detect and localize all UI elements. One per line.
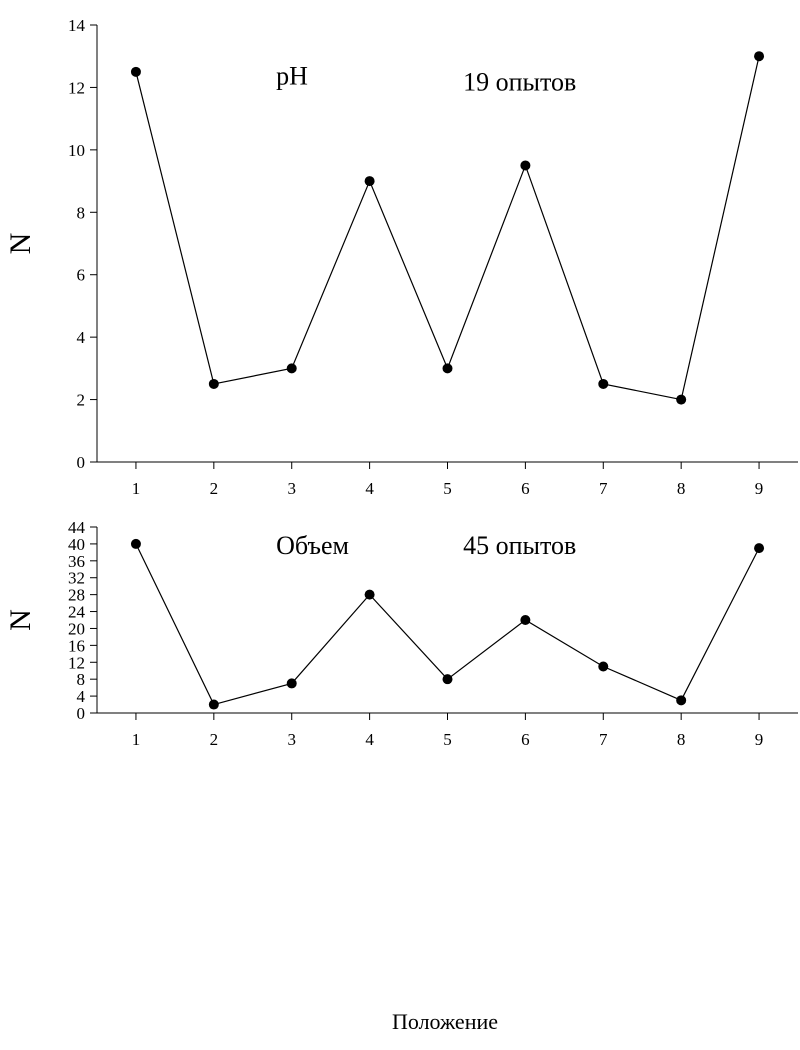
x-tick-label: 1 — [132, 730, 141, 749]
annotation: 45 опытов — [463, 531, 576, 560]
x-tick-label: 9 — [755, 479, 764, 498]
data-point — [286, 678, 297, 689]
x-tick-label: 3 — [287, 479, 296, 498]
x-tick-label: 4 — [365, 730, 374, 749]
annotation: Объем — [276, 531, 349, 560]
data-point — [520, 615, 531, 625]
x-tick-label: 8 — [677, 479, 686, 498]
y-tick-label: 36 — [68, 552, 85, 571]
y-tick-label: 12 — [68, 78, 85, 97]
y-tick-label: 20 — [68, 619, 85, 638]
data-point — [676, 695, 687, 706]
data-point — [208, 378, 219, 389]
y-tick-label: 14 — [68, 16, 86, 35]
x-tick-label: 5 — [443, 479, 452, 498]
annotation: 19 опытов — [463, 68, 576, 97]
x-axis-label: Положение — [392, 1009, 498, 1034]
data-point — [676, 394, 687, 405]
x-tick-label: 7 — [599, 730, 608, 749]
x-tick-label: 7 — [599, 479, 608, 498]
series-line — [135, 56, 760, 401]
x-tick-label: 1 — [132, 479, 141, 498]
data-point — [208, 699, 219, 710]
data-point — [520, 160, 531, 171]
x-tick-label: 8 — [677, 730, 686, 749]
x-tick-label: 5 — [443, 730, 452, 749]
y-tick-label: 28 — [68, 586, 85, 605]
y-tick-label: 16 — [68, 636, 85, 655]
data-point — [364, 176, 375, 187]
y-tick-label: 24 — [68, 603, 86, 622]
y-tick-label: 32 — [68, 569, 85, 588]
y-axis-label: N — [4, 233, 37, 255]
data-point — [130, 538, 141, 549]
data-point — [364, 589, 375, 600]
x-tick-label: 6 — [521, 479, 530, 498]
x-tick-label: 2 — [210, 479, 219, 498]
x-tick-label: 9 — [755, 730, 764, 749]
data-point — [598, 661, 609, 672]
x-tick-label: 4 — [365, 479, 374, 498]
data-point — [442, 363, 453, 374]
data-point — [442, 674, 453, 685]
y-tick-label: 0 — [77, 704, 86, 723]
annotation: pH — [276, 61, 308, 90]
data-point — [286, 363, 297, 374]
x-tick-label: 3 — [287, 730, 296, 749]
y-axis-label: N — [4, 609, 37, 631]
y-tick-label: 12 — [68, 653, 85, 672]
x-tick-label: 6 — [521, 730, 530, 749]
data-point — [754, 51, 765, 62]
x-tick-label: 2 — [210, 730, 219, 749]
y-tick-label: 10 — [68, 141, 85, 160]
y-tick-label: 8 — [77, 670, 86, 689]
y-tick-label: 0 — [77, 453, 86, 472]
y-tick-label: 6 — [77, 266, 86, 285]
y-tick-label: 8 — [77, 203, 86, 222]
y-tick-label: 44 — [68, 518, 86, 537]
y-tick-label: 40 — [68, 535, 85, 554]
y-tick-label: 4 — [77, 328, 86, 347]
y-tick-label: 2 — [77, 391, 86, 410]
y-tick-label: 4 — [77, 687, 86, 706]
data-point — [598, 378, 609, 389]
data-point — [754, 543, 765, 554]
data-point — [130, 66, 141, 77]
